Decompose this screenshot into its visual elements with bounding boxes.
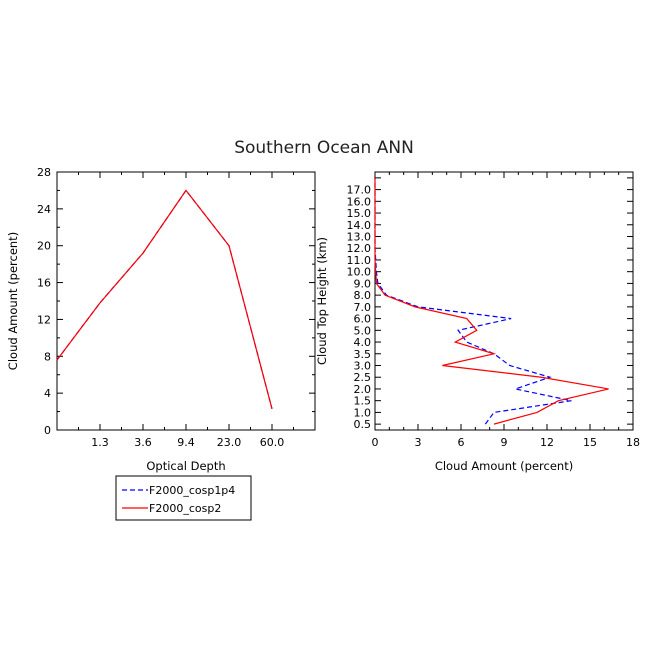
right-series-line-0: [374, 177, 572, 425]
right-y-tick-label: 4.0: [354, 336, 372, 349]
right-y-tick-label: 11.0: [347, 254, 372, 267]
right-series-line-1: [374, 177, 609, 425]
left-series-line-1: [56, 189, 273, 409]
left-panel-optical-depth: 0 4 8 12 16 20 24 28 1.3 3.6 9.4 23.0 60.0 Optical De…: [6, 166, 316, 473]
left-x-tick-label: 23.0: [217, 436, 242, 449]
left-y-tick-label: 24: [37, 203, 51, 216]
left-y-tick-label: 12: [37, 313, 51, 326]
right-x-tick-label: 0: [372, 436, 379, 449]
right-y-tick-label: 1.5: [354, 395, 372, 408]
right-y-tick-label: 2.5: [354, 371, 372, 384]
legend-label-cosp1p4: F2000_cosp1p4: [149, 484, 235, 497]
right-y-tick-label: 2.0: [354, 383, 372, 396]
right-y-tick-label: 15.0: [347, 207, 372, 220]
left-y-tick-label: 0: [44, 424, 51, 437]
right-x-axis-label: Cloud Amount (percent): [435, 459, 573, 473]
right-y-tick-label: 1.0: [354, 406, 372, 419]
right-x-tick-label: 18: [626, 436, 640, 449]
left-x-axis-label: Optical Depth: [146, 459, 225, 473]
left-plot-frame: [56, 171, 316, 431]
right-x-tick-label: 3: [415, 436, 422, 449]
right-y-tick-label: 9.0: [354, 277, 372, 290]
left-x-tick-label: 1.3: [91, 436, 109, 449]
right-y-tick-label: 17.0: [347, 184, 372, 197]
right-y-tick-label: 3.5: [354, 348, 372, 361]
right-y-tick-label: 5.0: [354, 324, 372, 337]
legend: F2000_cosp1p4 F2000_cosp2: [115, 475, 252, 521]
right-y-tick-label: 16.0: [347, 195, 372, 208]
right-y-tick-label: 3.0: [354, 360, 372, 373]
right-y-tick-label: 8.0: [354, 289, 372, 302]
right-x-tick-label: 9: [501, 436, 508, 449]
right-x-tick-label: 12: [540, 436, 554, 449]
right-panel-cloud-top-height: 0 3 6 9 12 15 18 0.51.01.52.02.53.03.54.05.06.0…: [315, 171, 640, 473]
left-x-tick-label: 3.6: [134, 436, 152, 449]
right-y-tick-label: 6.0: [354, 313, 372, 326]
left-y-tick-label: 4: [44, 387, 51, 400]
right-x-tick-label: 6: [458, 436, 465, 449]
left-y-tick-label: 16: [37, 277, 51, 290]
left-y-tick-label: 20: [37, 240, 51, 253]
left-series-line-0: [56, 189, 273, 409]
right-y-tick-label: 10.0: [347, 266, 372, 279]
figure-title: Southern Ocean ANN: [234, 138, 414, 158]
right-y-tick-label: 13.0: [347, 231, 372, 244]
left-x-tick-label: 60.0: [260, 436, 285, 449]
right-y-tick-label: 14.0: [347, 219, 372, 232]
right-y-axis-label: Cloud Top Height (km): [315, 237, 329, 365]
right-plot-frame: [374, 171, 634, 431]
left-y-tick-label: 28: [37, 166, 51, 179]
left-y-axis-label: Cloud Amount (percent): [6, 232, 20, 370]
legend-box: [115, 475, 252, 521]
right-x-tick-label: 15: [583, 436, 597, 449]
legend-label-cosp2: F2000_cosp2: [149, 502, 221, 515]
right-y-tick-label: 0.5: [354, 418, 372, 431]
left-x-tick-label: 9.4: [177, 436, 195, 449]
right-y-tick-label: 12.0: [347, 242, 372, 255]
right-y-tick-label: 7.0: [354, 301, 372, 314]
left-y-tick-label: 8: [44, 350, 51, 363]
